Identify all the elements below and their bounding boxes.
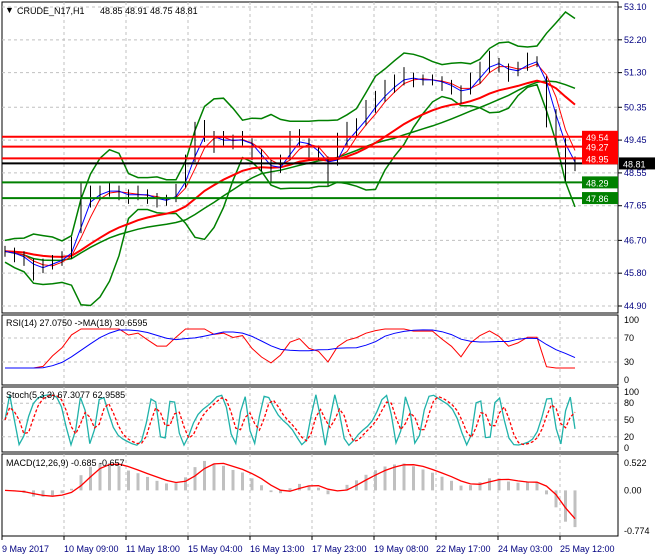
time-tick-label: 10 May 09:00: [64, 544, 119, 554]
ohlc-values: 48.85 48.91 48.75 48.81: [100, 6, 198, 16]
stoch-tick-label: 0: [624, 443, 629, 453]
resistance-level-price-label: 49.54: [586, 133, 609, 143]
rsi-tick-label: 30: [624, 357, 634, 367]
price-tick-label: 48.55: [624, 168, 647, 178]
macd-panel[interactable]: [1, 453, 619, 537]
time-tick-label: 24 May 03:00: [498, 544, 553, 554]
time-tick-label: 25 May 12:00: [560, 544, 615, 554]
time-tick-label: 11 May 18:00: [126, 544, 180, 554]
price-tick-label: 44.90: [624, 301, 647, 311]
chart-header: ▼ CRUDE_N17,H1 48.85 48.91 48.75 48.81: [5, 5, 198, 16]
moving-average-slow: [4, 80, 576, 262]
resistance-level-price-label: 48.95: [586, 154, 609, 164]
macd-tick-label: 0.00: [624, 485, 642, 495]
rsi-panel[interactable]: [1, 314, 619, 386]
stoch-main-line: [4, 394, 576, 448]
support-level-price-label: 48.29: [586, 178, 609, 188]
macd-label: MACD(12,26,9) -0.685 -0.657: [6, 458, 125, 468]
resistance-level-price-tag: [582, 152, 618, 165]
price-tick-label: 46.70: [624, 235, 647, 245]
rsi-label: RSI(14) 27.0750 ->MA(18) 30.6595: [6, 318, 147, 328]
rsi-ma-line: [5, 329, 576, 369]
time-tick-label: 19 May 08:00: [374, 544, 429, 554]
resistance-level-price-label: 49.27: [586, 143, 609, 153]
stoch-label: Stoch(5,3,3) 67.3077 62.9585: [6, 390, 125, 400]
price-tick-label: 47.65: [624, 201, 647, 211]
rsi-line: [5, 328, 575, 369]
support-level-price-tag: [582, 192, 618, 205]
time-tick-label: 17 May 23:00: [312, 544, 367, 554]
stoch-tick-label: 100: [624, 387, 639, 397]
stoch-signal-line: [4, 394, 576, 446]
time-tick-label: 9 May 2017: [2, 544, 49, 554]
stoch-tick-label: 20: [624, 432, 634, 442]
stoch-tick-label: 80: [624, 398, 634, 408]
support-level-price-tag: [582, 176, 618, 189]
symbol-label: CRUDE_N17,H1: [17, 6, 85, 16]
rsi-tick-label: 100: [624, 315, 639, 325]
price-tick-label: 53.10: [624, 2, 647, 12]
collapse-triangle-icon[interactable]: ▼: [5, 5, 14, 15]
resistance-level-price-tag: [582, 130, 618, 143]
resistance-level-price-tag: [582, 140, 618, 153]
macd-tick-label: -0.774: [624, 526, 650, 536]
current-price-price-tag: [619, 157, 655, 170]
rsi-tick-label: 70: [624, 333, 634, 343]
current-price-price-label: 48.81: [623, 159, 646, 169]
macd-signal-line: [4, 462, 576, 520]
price-tick-label: 52.20: [624, 35, 647, 45]
time-tick-label: 16 May 13:00: [250, 544, 305, 554]
price-tick-label: 49.45: [624, 135, 647, 145]
time-tick-label: 15 May 04:00: [188, 544, 243, 554]
price-tick-label: 45.80: [624, 268, 647, 278]
rsi-tick-label: 0: [624, 375, 629, 385]
stoch-tick-label: 50: [624, 415, 634, 425]
macd-tick-label: 0.522: [624, 458, 647, 468]
moving-average-red: [4, 79, 576, 258]
price-tick-label: 51.30: [624, 68, 647, 78]
time-tick-label: 22 May 17:00: [436, 544, 491, 554]
support-level-price-label: 47.86: [586, 194, 609, 204]
price-tick-label: 50.35: [624, 102, 647, 112]
